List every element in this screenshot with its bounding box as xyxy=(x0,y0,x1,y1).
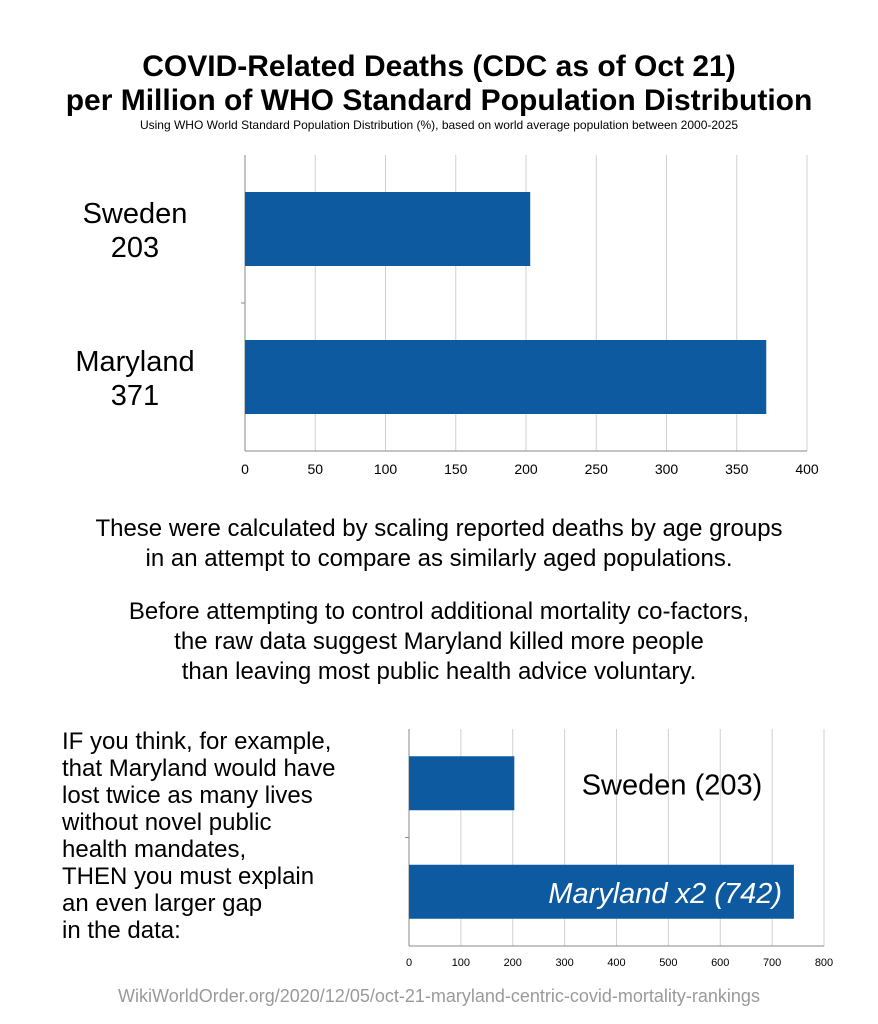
explanation-paragraph: These were calculated by scaling reporte… xyxy=(0,514,878,574)
note-line: lost twice as many lives xyxy=(62,782,313,809)
explanation-line: These were calculated by scaling reporte… xyxy=(95,515,783,542)
x-tick-label: 250 xyxy=(585,461,609,477)
note-line: without novel public xyxy=(62,809,272,836)
x-tick-label: 400 xyxy=(795,461,819,477)
bar-label-sweden: Sweden (203) xyxy=(582,769,763,801)
conclusion-line: the raw data suggest Maryland killed mor… xyxy=(174,628,704,655)
category-value-label: 203 xyxy=(111,232,159,264)
x-tick-label: 300 xyxy=(655,461,679,477)
chart-subtitle: Using WHO World Standard Population Dist… xyxy=(139,118,739,132)
x-tick-label: 300 xyxy=(555,957,573,969)
note-line: an even larger gap xyxy=(62,890,263,917)
chart-title-line-1: COVID-Related Deaths (CDC as of Oct 21) xyxy=(142,50,736,83)
chart-title-line-2: per Million of WHO Standard Population D… xyxy=(65,84,813,117)
x-tick-label: 0 xyxy=(406,957,412,969)
bar-maryland-x2 xyxy=(409,864,794,919)
note-line: health mandates, xyxy=(62,836,247,863)
bottom-bar-chart: 0 100 200 300 400 500 600 700 800 Sweden (203) Mar… xyxy=(405,729,833,969)
source-url-footer: WikiWorldOrder.org/2020/12/05/oct-21-mar… xyxy=(118,986,760,1006)
x-tick-label: 400 xyxy=(607,957,625,969)
x-tick-label: 50 xyxy=(307,461,323,477)
x-tick-label: 200 xyxy=(504,957,522,969)
x-tick-label: 500 xyxy=(659,957,677,969)
bar-maryland xyxy=(245,340,767,414)
x-tick-label: 200 xyxy=(514,461,538,477)
x-tick-label: 100 xyxy=(452,957,470,969)
bar-label-maryland-x2: Maryland x2 (742) xyxy=(548,878,782,910)
x-tick-label: 100 xyxy=(374,461,398,477)
conclusion-line: than leaving most public health advice v… xyxy=(181,658,697,685)
x-tick-label: 0 xyxy=(241,461,249,477)
conclusion-line: Before attempting to control additional … xyxy=(128,598,750,625)
bar-sweden xyxy=(409,756,515,811)
x-tick-label: 350 xyxy=(725,461,749,477)
x-tick-label: 800 xyxy=(815,957,833,969)
bar-sweden xyxy=(245,192,531,266)
x-tick-label: 600 xyxy=(711,957,729,969)
x-tick-label: 150 xyxy=(444,461,468,477)
category-label: Maryland xyxy=(75,346,194,378)
note-line: in the data: xyxy=(62,917,181,944)
note-line: THEN you must explain xyxy=(62,863,315,890)
conclusion-paragraph: Before attempting to control additional … xyxy=(0,597,878,687)
category-label: Sweden xyxy=(83,198,188,230)
category-value-label: 371 xyxy=(111,380,159,412)
note-line: that Maryland would have xyxy=(62,755,336,782)
explanation-line: in an attempt to compare as similarly ag… xyxy=(145,545,733,572)
hypothetical-note: IF you think, for example, that Maryland… xyxy=(62,728,336,944)
note-line: IF you think, for example, xyxy=(62,728,332,755)
x-tick-label: 700 xyxy=(763,957,781,969)
